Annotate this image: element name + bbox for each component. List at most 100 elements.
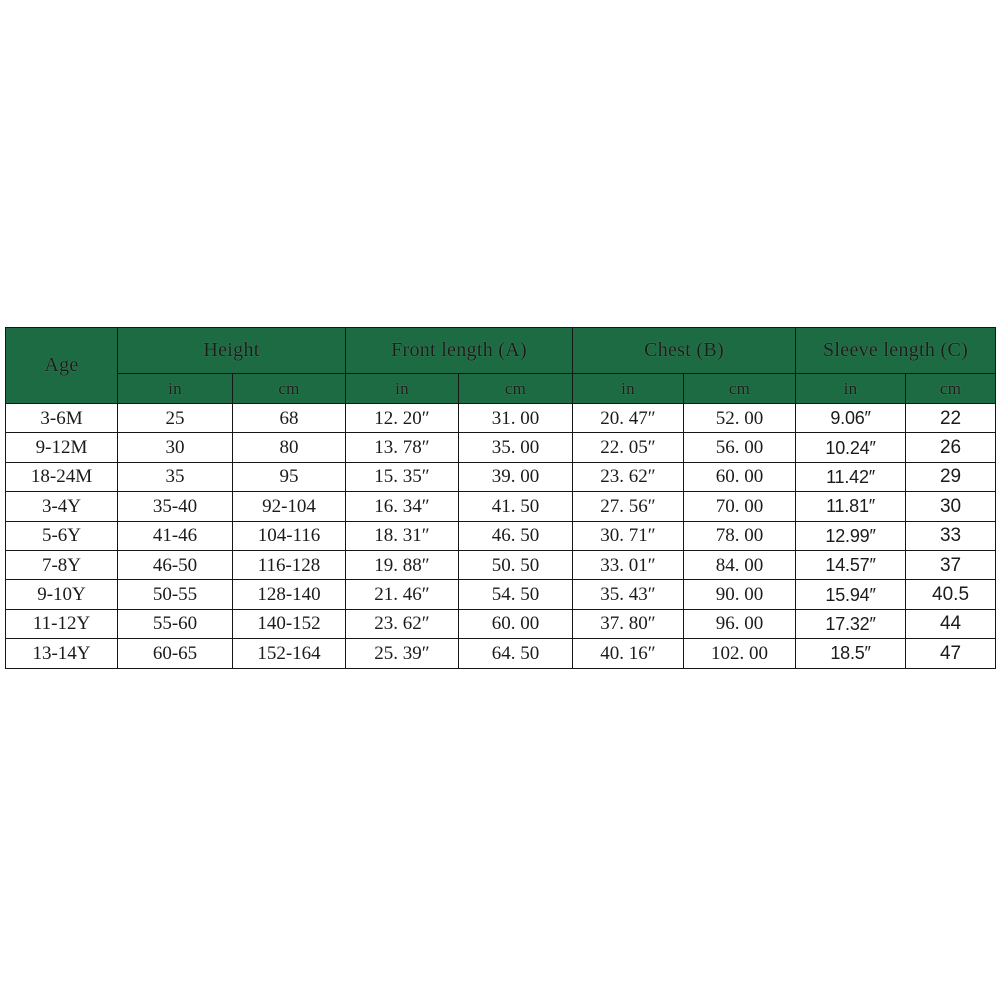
cell-front-cm: 60. 00 xyxy=(458,608,574,640)
cell-age: 3-4Y xyxy=(5,491,118,522)
cell-sleeve-cm: 30 xyxy=(905,491,997,522)
cell-chest-in: 30. 71″ xyxy=(572,520,685,551)
cell-age: 11-12Y xyxy=(5,608,118,640)
cell-front-in: 21. 46″ xyxy=(345,579,460,610)
column-header-age: Age xyxy=(5,327,118,404)
cell-sleeve-cm: 37 xyxy=(905,549,997,581)
cell-height-in: 35-40 xyxy=(117,491,233,522)
cell-sleeve-in: 9.06″ xyxy=(795,402,907,434)
cell-chest-in: 35. 43″ xyxy=(572,579,685,610)
cell-age: 13-14Y xyxy=(5,638,118,669)
table-body: 3-6M 25 68 12. 20″ 31. 00 20. 47″ 52. 00 9.06″ 2… xyxy=(5,402,997,669)
cell-chest-cm: 52. 00 xyxy=(683,402,797,434)
cell-front-cm: 41. 50 xyxy=(458,491,574,522)
cell-height-cm: 92-104 xyxy=(231,491,347,522)
cell-front-in: 23. 62″ xyxy=(345,608,460,640)
column-group-header-height: Height xyxy=(116,327,347,374)
column-header-front-length-cm: cm xyxy=(458,373,574,404)
table-row: 11-12Y 55-60 140-152 23. 62″ 60. 00 37. 80″ 96… xyxy=(5,608,997,640)
cell-chest-in: 33. 01″ xyxy=(572,549,685,581)
column-header-sleeve-length-cm: cm xyxy=(905,373,997,404)
cell-chest-in: 40. 16″ xyxy=(572,638,685,669)
cell-chest-in: 37. 80″ xyxy=(572,608,685,640)
cell-sleeve-in: 15.94″ xyxy=(795,579,907,610)
cell-sleeve-cm: 26 xyxy=(905,432,997,463)
cell-front-in: 19. 88″ xyxy=(345,549,460,581)
cell-front-cm: 54. 50 xyxy=(458,579,574,610)
cell-chest-in: 27. 56″ xyxy=(572,491,685,522)
column-header-height-cm: cm xyxy=(231,373,347,404)
column-header-chest-cm: cm xyxy=(683,373,797,404)
cell-front-in: 15. 35″ xyxy=(345,461,460,493)
cell-chest-cm: 84. 00 xyxy=(683,549,797,581)
cell-front-in: 16. 34″ xyxy=(345,491,460,522)
cell-sleeve-in: 14.57″ xyxy=(795,549,907,581)
cell-age: 18-24M xyxy=(5,461,118,493)
cell-height-cm: 95 xyxy=(231,461,347,493)
cell-chest-in: 22. 05″ xyxy=(572,432,685,463)
cell-sleeve-cm: 40.5 xyxy=(905,579,997,610)
table-row: 5-6Y 41-46 104-116 18. 31″ 46. 50 30. 71″ 78. … xyxy=(5,520,997,551)
cell-height-cm: 116-128 xyxy=(231,549,347,581)
cell-front-cm: 46. 50 xyxy=(458,520,574,551)
table-row: 7-8Y 46-50 116-128 19. 88″ 50. 50 33. 01″ 84. … xyxy=(5,549,997,581)
cell-sleeve-in: 11.42″ xyxy=(795,461,907,493)
cell-chest-cm: 70. 00 xyxy=(683,491,797,522)
cell-height-cm: 68 xyxy=(231,402,347,434)
cell-sleeve-in: 11.81″ xyxy=(795,491,907,522)
table-row: 9-10Y 50-55 128-140 21. 46″ 54. 50 35. 43″ 90.… xyxy=(5,579,997,610)
cell-front-in: 25. 39″ xyxy=(345,638,460,669)
cell-front-in: 18. 31″ xyxy=(345,520,460,551)
cell-age: 7-8Y xyxy=(5,549,118,581)
cell-height-in: 60-65 xyxy=(117,638,233,669)
cell-chest-in: 23. 62″ xyxy=(572,461,685,493)
header-unit-row: in cm in cm in cm in cm xyxy=(6,373,997,404)
table-row: 3-6M 25 68 12. 20″ 31. 00 20. 47″ 52. 00 9.06″ 2… xyxy=(5,402,997,434)
cell-age: 9-12M xyxy=(5,432,118,463)
cell-age: 9-10Y xyxy=(5,579,118,610)
column-group-header-sleeve-length: Sleeve length (C) xyxy=(795,327,997,374)
cell-chest-cm: 90. 00 xyxy=(683,579,797,610)
size-chart-table: Age Height Front length (A) Chest (B) Sl… xyxy=(5,327,997,669)
cell-sleeve-in: 10.24″ xyxy=(795,432,907,463)
cell-sleeve-cm: 22 xyxy=(905,402,997,434)
cell-sleeve-cm: 33 xyxy=(905,520,997,551)
cell-chest-cm: 60. 00 xyxy=(683,461,797,493)
cell-front-cm: 31. 00 xyxy=(458,402,574,434)
cell-age: 3-6M xyxy=(5,402,118,434)
column-header-front-length-in: in xyxy=(345,373,460,404)
cell-height-cm: 152-164 xyxy=(231,638,347,669)
cell-chest-cm: 78. 00 xyxy=(683,520,797,551)
cell-height-cm: 128-140 xyxy=(231,579,347,610)
table-row: 18-24M 35 95 15. 35″ 39. 00 23. 62″ 60. 00 11.4… xyxy=(5,461,997,493)
cell-sleeve-cm: 29 xyxy=(905,461,997,493)
table-row: 3-4Y 35-40 92-104 16. 34″ 41. 50 27. 56″ 70. 0… xyxy=(5,491,997,522)
table-row: 13-14Y 60-65 152-164 25. 39″ 64. 50 40. 16″ 10… xyxy=(5,638,997,669)
cell-front-cm: 50. 50 xyxy=(458,549,574,581)
cell-height-in: 35 xyxy=(117,461,233,493)
cell-chest-cm: 56. 00 xyxy=(683,432,797,463)
cell-sleeve-cm: 47 xyxy=(905,638,997,669)
cell-height-cm: 104-116 xyxy=(231,520,347,551)
cell-front-cm: 35. 00 xyxy=(458,432,574,463)
cell-chest-cm: 96. 00 xyxy=(683,608,797,640)
column-header-chest-in: in xyxy=(572,373,685,404)
cell-height-in: 30 xyxy=(117,432,233,463)
cell-front-in: 13. 78″ xyxy=(345,432,460,463)
table-row: 9-12M 30 80 13. 78″ 35. 00 22. 05″ 56. 00 10.24… xyxy=(5,432,997,463)
cell-chest-cm: 102. 00 xyxy=(683,638,797,669)
cell-height-in: 46-50 xyxy=(117,549,233,581)
cell-sleeve-in: 17.32″ xyxy=(795,608,907,640)
cell-chest-in: 20. 47″ xyxy=(572,402,685,434)
cell-height-in: 55-60 xyxy=(117,608,233,640)
cell-sleeve-in: 18.5″ xyxy=(795,638,907,669)
cell-height-in: 25 xyxy=(117,402,233,434)
cell-sleeve-cm: 44 xyxy=(905,608,997,640)
cell-front-cm: 39. 00 xyxy=(458,461,574,493)
column-group-header-front-length: Front length (A) xyxy=(345,327,574,374)
cell-front-cm: 64. 50 xyxy=(458,638,574,669)
cell-height-in: 41-46 xyxy=(117,520,233,551)
cell-front-in: 12. 20″ xyxy=(345,402,460,434)
column-header-height-in: in xyxy=(117,373,233,404)
column-group-header-chest: Chest (B) xyxy=(572,327,797,374)
